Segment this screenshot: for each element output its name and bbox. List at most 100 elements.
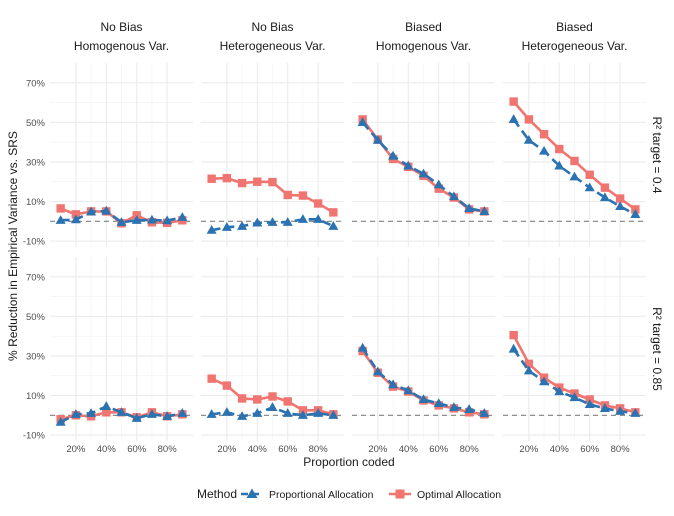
point-proportional xyxy=(569,392,580,402)
point-optimal xyxy=(434,184,443,193)
point-optimal xyxy=(615,194,625,203)
point-proportional xyxy=(599,403,610,412)
point-proportional xyxy=(282,217,293,226)
series-line-proportional xyxy=(361,121,485,213)
point-optimal xyxy=(222,381,232,390)
x-tick-label: 60% xyxy=(429,444,449,455)
point-proportional xyxy=(403,385,414,395)
x-tick-label: 40% xyxy=(550,444,570,455)
point-proportional xyxy=(388,150,399,160)
point-proportional xyxy=(116,217,127,226)
point-proportional xyxy=(70,409,81,418)
point-optimal xyxy=(600,183,610,192)
point-proportional xyxy=(162,411,173,420)
point-proportional xyxy=(357,117,368,126)
point-proportional xyxy=(479,408,490,417)
point-proportional xyxy=(162,215,173,225)
legend-key-proportional xyxy=(241,488,263,498)
point-proportional xyxy=(221,407,232,416)
x-tick-label: 40% xyxy=(97,444,117,455)
x-tick-label: 60% xyxy=(278,444,298,455)
point-proportional xyxy=(569,171,580,181)
point-proportional xyxy=(86,408,97,417)
y-tick-label: -10% xyxy=(23,237,46,248)
panel-series-r0-c0 xyxy=(55,204,188,228)
legend-label-optimal: Optimal Allocation xyxy=(417,489,501,501)
point-proportional xyxy=(131,215,142,224)
x-tick-label: 80% xyxy=(309,444,329,455)
point-proportional xyxy=(372,366,383,376)
point-proportional xyxy=(206,224,217,234)
point-proportional xyxy=(464,203,475,213)
point-proportional xyxy=(388,379,399,389)
point-proportional xyxy=(131,413,142,422)
point-optimal xyxy=(298,191,308,200)
y-tick-label: 50% xyxy=(26,312,46,323)
x-tick-label: 60% xyxy=(580,444,600,455)
point-proportional xyxy=(630,209,641,218)
strips-layer: No Bias Homogenous Var. No Bias Heterogeneo… xyxy=(74,20,664,391)
column-strip-label-top: Biased xyxy=(556,20,593,34)
point-proportional xyxy=(297,214,308,223)
panels-layer xyxy=(50,63,646,441)
panel-r0-c3 xyxy=(503,63,646,247)
point-optimal xyxy=(283,397,292,406)
point-proportional xyxy=(539,145,550,155)
point-optimal xyxy=(56,204,65,213)
y-axis-title: % Reduction in Empirical Variance vs. SR… xyxy=(6,131,20,361)
point-proportional xyxy=(313,214,324,223)
point-proportional xyxy=(101,205,112,215)
point-optimal xyxy=(570,156,579,166)
legend-key-optimal xyxy=(389,489,411,499)
y-tick-label: 70% xyxy=(26,272,46,283)
point-proportional xyxy=(508,114,519,123)
point-proportional xyxy=(177,408,188,417)
panel-series-r0-c2 xyxy=(357,115,490,216)
y-tick-label: 30% xyxy=(26,157,46,168)
column-strip-label-top: No Bias xyxy=(251,20,293,34)
point-proportional xyxy=(237,411,248,420)
point-proportional xyxy=(464,404,475,413)
point-proportional xyxy=(433,179,444,189)
point-proportional xyxy=(523,134,534,144)
column-strip-label-top: No Bias xyxy=(100,20,142,34)
point-proportional xyxy=(177,212,188,221)
point-optimal xyxy=(313,199,323,208)
x-tick-label: 80% xyxy=(158,444,178,455)
point-proportional xyxy=(523,365,534,375)
axes-layer: -10% 10% 30% 50% 70% -10% 10% 30% 50% 70% 20% 40% 60… xyxy=(23,78,630,455)
point-proportional xyxy=(615,201,626,211)
point-optimal xyxy=(102,408,111,417)
point-proportional xyxy=(297,410,308,419)
y-tick-label: -10% xyxy=(23,431,46,442)
point-proportional xyxy=(448,191,459,201)
point-proportional xyxy=(252,217,263,227)
point-optimal xyxy=(283,190,292,200)
panel-series-r1-c2 xyxy=(357,342,490,419)
point-optimal xyxy=(207,174,216,183)
point-optimal xyxy=(268,392,277,401)
point-proportional xyxy=(267,402,278,411)
y-tick-label: 50% xyxy=(26,118,46,129)
point-proportional xyxy=(282,408,293,417)
series-line-proportional xyxy=(512,348,636,415)
point-optimal xyxy=(509,97,518,106)
point-proportional xyxy=(448,402,459,411)
point-proportional xyxy=(313,408,324,417)
y-tick-label: 10% xyxy=(26,391,46,402)
point-optimal xyxy=(509,330,518,340)
point-proportional xyxy=(554,386,565,396)
point-optimal xyxy=(253,395,262,404)
x-tick-label: 40% xyxy=(399,444,419,455)
point-optimal xyxy=(524,359,534,369)
series-line-proportional xyxy=(60,209,183,224)
x-tick-label: 20% xyxy=(368,444,388,455)
series-line-proportional xyxy=(60,405,183,424)
point-proportional xyxy=(615,406,626,415)
point-proportional xyxy=(357,342,368,352)
point-proportional xyxy=(55,215,66,224)
point-optimal xyxy=(329,208,338,217)
panel-r0-c2 xyxy=(352,63,495,247)
x-tick-label: 20% xyxy=(66,444,86,455)
column-strip-label-bottom: Heterogeneous Var. xyxy=(522,39,628,53)
